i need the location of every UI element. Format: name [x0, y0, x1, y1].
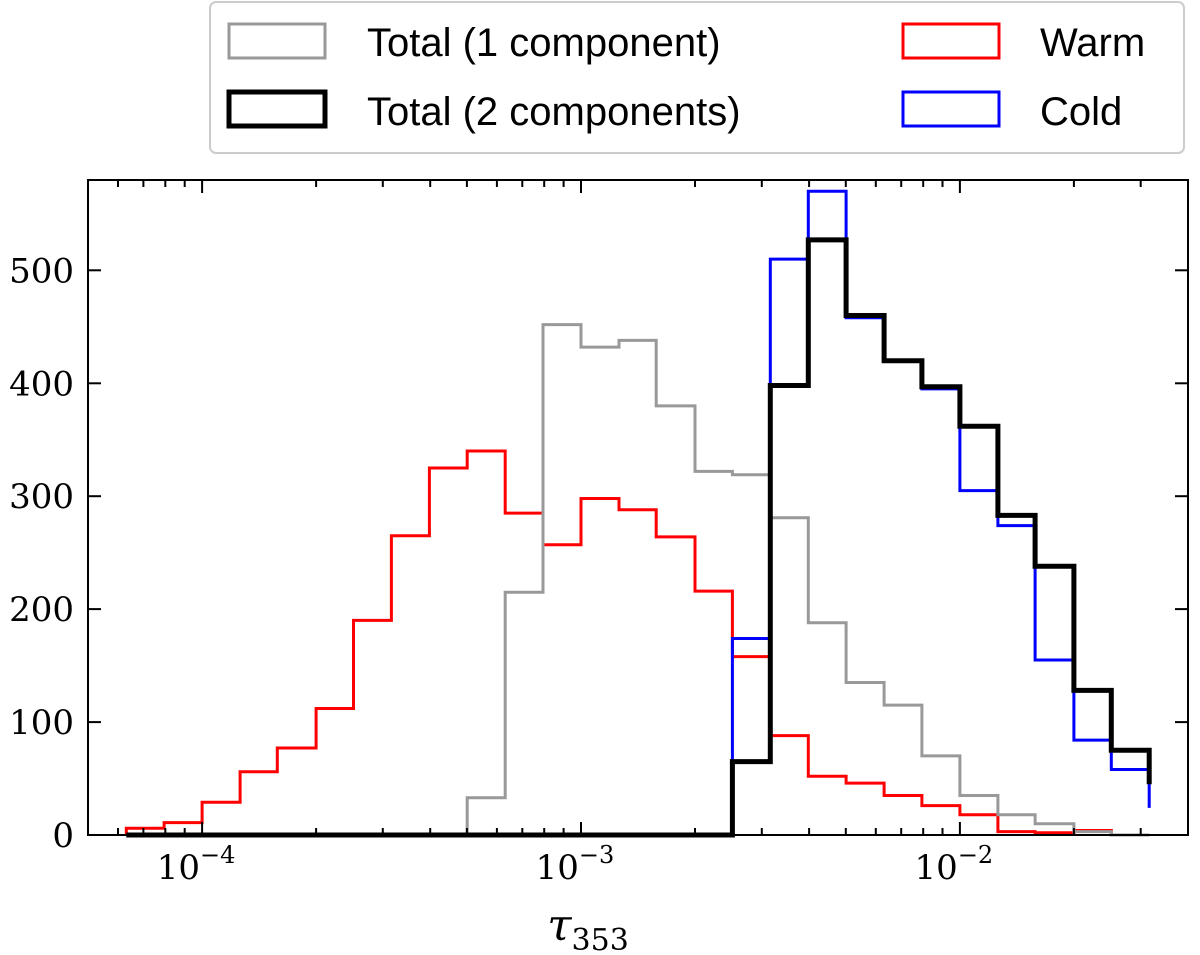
y-tick-label: 200 — [9, 590, 74, 630]
legend: Total (1 component) Total (2 components)… — [209, 1, 1185, 154]
series-warm — [124, 449, 1150, 837]
legend-box — [209, 1, 1185, 154]
x-axis-ticks: 10−4 10−3 10−2 — [87, 180, 1189, 888]
y-tick-label: 300 — [9, 477, 74, 517]
series-total-1-component — [126, 323, 1150, 837]
plot-area: 10−4 10−3 10−2 0 100 200 300 400 500 — [9, 179, 1189, 888]
y-axis-ticks: 0 100 200 300 400 500 — [9, 251, 1188, 856]
x-axis-label-subscript: 353 — [572, 923, 629, 955]
legend-label-total-1-component: Total (1 component) — [367, 21, 721, 65]
series-total-2-components — [126, 237, 1152, 838]
y-tick-label: 0 — [52, 816, 74, 856]
legend-label-cold: Cold — [1040, 90, 1122, 134]
series-layer — [124, 189, 1152, 838]
legend-swatch-warm — [901, 22, 1001, 60]
y-tick-label: 500 — [9, 251, 74, 291]
plot-frame — [87, 179, 1189, 836]
legend-label-warm: Warm — [1040, 21, 1145, 65]
legend-swatch-cold — [901, 90, 1001, 128]
legend-label-total-2-components: Total (2 components) — [367, 90, 741, 134]
x-tick-label: 10−2 — [915, 841, 994, 888]
x-tick-label: 10−3 — [536, 841, 615, 888]
y-tick-label: 100 — [9, 703, 74, 743]
x-tick-label: 10−4 — [157, 841, 236, 888]
legend-swatch-total-2-components — [226, 89, 328, 129]
y-tick-label: 400 — [9, 364, 74, 404]
x-axis-label-symbol: τ — [547, 900, 572, 951]
x-axis-label: τ353 — [547, 900, 629, 955]
legend-swatch-total-1-component — [227, 22, 327, 60]
